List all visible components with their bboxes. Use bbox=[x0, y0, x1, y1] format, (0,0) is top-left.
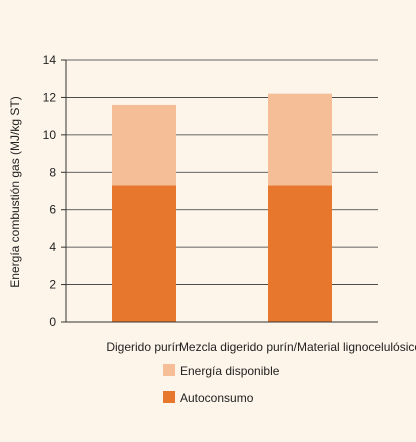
y-tick-label: 10 bbox=[43, 128, 57, 142]
bar-autoconsumo-1 bbox=[268, 185, 332, 322]
y-tick-label: 4 bbox=[49, 240, 56, 254]
bar-energia-disponible-0 bbox=[112, 104, 176, 186]
bar-energia-disponible-1 bbox=[268, 93, 332, 186]
y-tick-label: 0 bbox=[49, 315, 56, 329]
bars bbox=[112, 93, 332, 322]
y-tick-label: 8 bbox=[49, 165, 56, 179]
y-tick-label: 6 bbox=[49, 203, 56, 217]
legend-swatch bbox=[163, 364, 175, 376]
y-tick-label: 12 bbox=[43, 90, 57, 104]
y-tick-label: 14 bbox=[43, 53, 57, 67]
y-axis: 0 2 4 6 8 10 12 14 bbox=[43, 53, 378, 329]
y-tick-label: 2 bbox=[49, 278, 56, 292]
legend-swatch bbox=[163, 391, 175, 403]
y-axis-title: Energía combustión gas (MJ/kg ST) bbox=[8, 96, 22, 287]
legend-label: Energía disponible bbox=[180, 364, 280, 378]
x-category-label: Mezcla digerido purín/Material lignocelu… bbox=[179, 340, 416, 354]
bar-autoconsumo-0 bbox=[112, 185, 176, 322]
legend: Energía disponible Autoconsumo bbox=[163, 364, 280, 405]
legend-label: Autoconsumo bbox=[180, 391, 254, 405]
x-category-label: Digerido purín bbox=[106, 340, 181, 354]
